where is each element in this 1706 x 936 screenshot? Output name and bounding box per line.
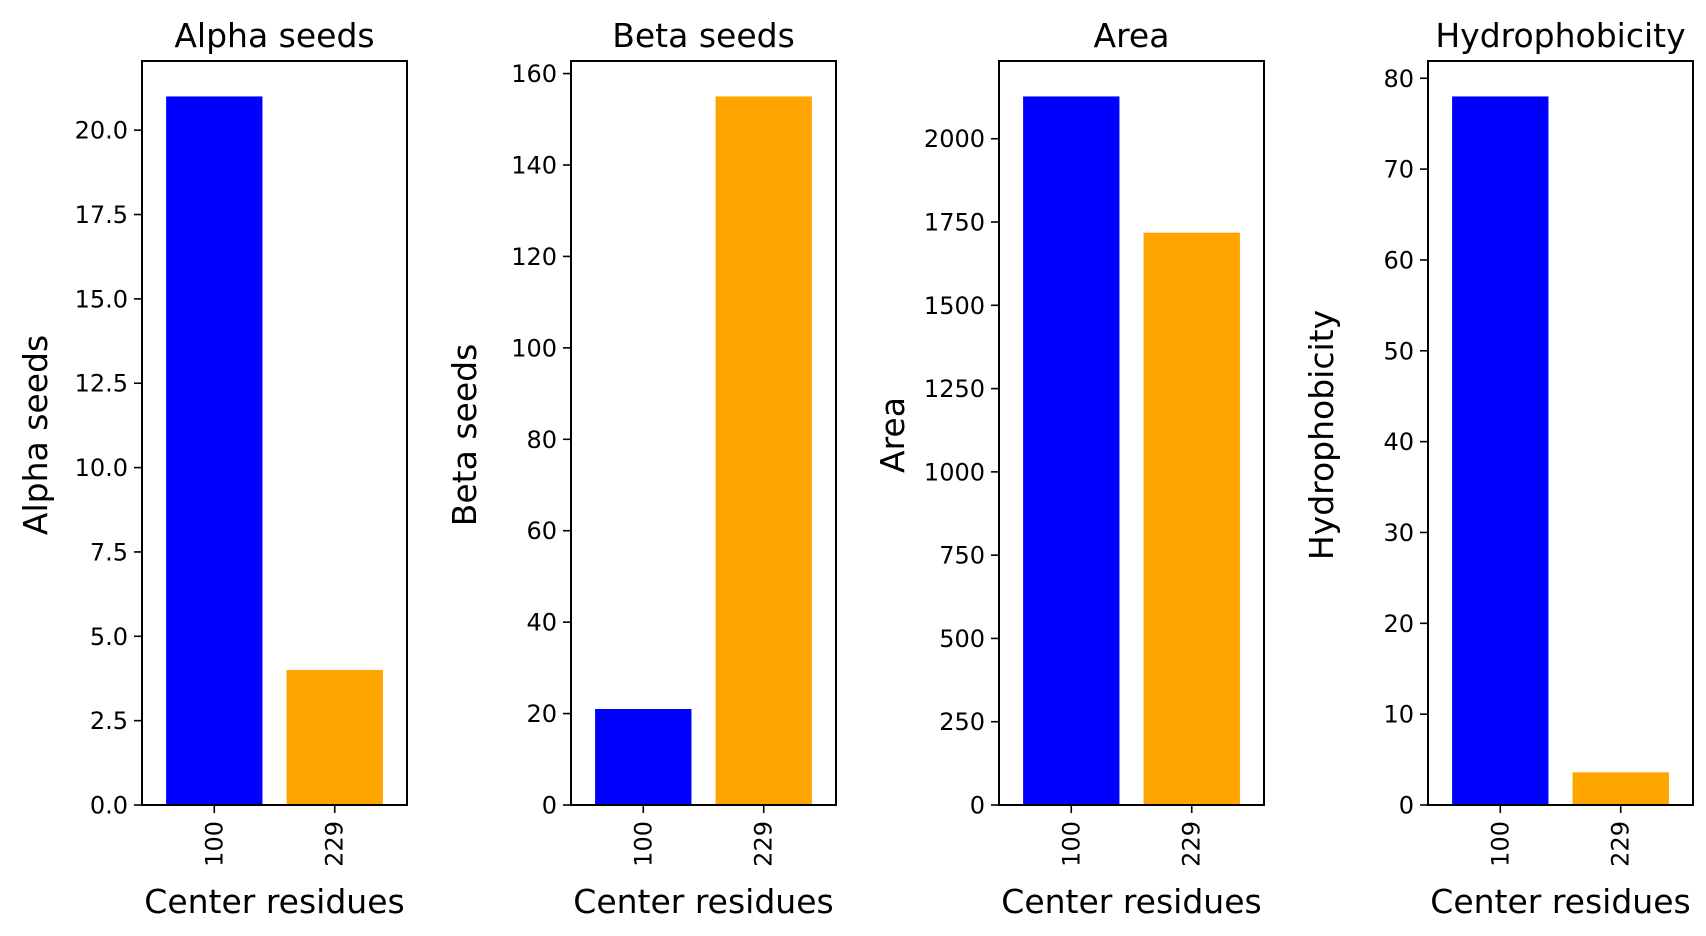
y-tick-label: 0 — [970, 792, 985, 820]
y-tick-label: 12.5 — [75, 370, 128, 398]
y-tick-label: 40 — [526, 609, 557, 637]
x-tick-label: 100 — [1486, 821, 1514, 867]
y-tick-label: 0 — [1399, 792, 1414, 820]
x-axis-label: Center residues — [1430, 882, 1690, 921]
x-tick-label: 229 — [1607, 821, 1635, 867]
chart-panel-4: 0 10 20 30 40 50 60 70 80 100 229 Hydrophobicity Cen… — [1302, 16, 1694, 921]
bar-100 — [166, 96, 263, 806]
chart-panel-1: 0.0 2.5 5.0 7.5 10.0 12.5 15.0 17.5 20.0 100 229 Al… — [16, 16, 408, 921]
x-tick-label: 100 — [200, 821, 228, 867]
chart-title: Alpha seeds — [174, 16, 374, 55]
chart-title: Area — [1094, 16, 1170, 55]
y-tick-label: 30 — [1383, 519, 1414, 547]
y-tick-label: 40 — [1383, 428, 1414, 456]
y-tick-label: 17.5 — [75, 201, 128, 229]
chart-title: Beta seeds — [612, 16, 795, 55]
y-tick-label: 750 — [939, 542, 985, 570]
chart-panel-3: 0 250 500 750 1000 1250 1500 1750 2000 100 229 Area… — [873, 16, 1265, 921]
y-tick-label: 7.5 — [90, 538, 128, 566]
y-tick-label: 250 — [939, 708, 985, 736]
axes-frame — [1427, 60, 1694, 806]
axes-frame — [998, 60, 1265, 806]
y-tick-label: 10 — [1383, 701, 1414, 729]
y-tick-label: 2000 — [924, 125, 985, 153]
y-tick-label: 60 — [526, 517, 557, 545]
y-axis-label: Beta seeds — [445, 344, 484, 527]
y-tick-label: 1500 — [924, 292, 985, 320]
y-tick-label: 20.0 — [75, 117, 128, 145]
bar-229 — [286, 670, 383, 805]
x-axis-label: Center residues — [1001, 882, 1261, 921]
x-tick-label: 100 — [1057, 821, 1085, 867]
y-tick-label: 80 — [526, 426, 557, 454]
y-axis-label: Alpha seeds — [16, 335, 55, 535]
bar-100 — [1452, 96, 1549, 806]
y-tick-label: 1000 — [924, 458, 985, 486]
x-tick-label: 229 — [750, 821, 778, 867]
y-tick-label: 20 — [526, 700, 557, 728]
bar-229 — [715, 96, 812, 806]
y-tick-label: 500 — [939, 625, 985, 653]
y-tick-label: 5.0 — [90, 623, 128, 651]
y-tick-label: 120 — [511, 243, 557, 271]
y-tick-label: 1250 — [924, 375, 985, 403]
y-tick-label: 0.0 — [90, 792, 128, 820]
x-axis-label: Center residues — [573, 882, 833, 921]
y-tick-label: 160 — [511, 60, 557, 88]
axes-frame — [141, 60, 408, 806]
y-tick-label: 140 — [511, 152, 557, 180]
axes-frame — [570, 60, 837, 806]
y-tick-label: 10.0 — [75, 454, 128, 482]
bar-100 — [595, 709, 692, 805]
y-tick-label: 20 — [1383, 610, 1414, 638]
y-tick-label: 1750 — [924, 209, 985, 237]
x-tick-label: 100 — [629, 821, 657, 867]
x-tick-label: 229 — [1178, 821, 1206, 867]
y-tick-label: 15.0 — [75, 285, 128, 313]
bar-100 — [1023, 96, 1120, 806]
y-axis-label: Hydrophobicity — [1302, 310, 1341, 560]
y-axis-label: Area — [873, 397, 912, 473]
y-tick-label: 50 — [1383, 337, 1414, 365]
bar-229 — [1143, 232, 1240, 805]
chart-title: Hydrophobicity — [1435, 16, 1685, 55]
chart-panel-2: 0 20 40 60 80 100 120 140 160 100 229 Beta seeds Cen… — [445, 16, 837, 921]
y-tick-label: 70 — [1383, 156, 1414, 184]
bar-229 — [1572, 772, 1669, 805]
y-tick-label: 2.5 — [90, 707, 128, 735]
y-tick-label: 60 — [1383, 246, 1414, 274]
y-tick-label: 100 — [511, 334, 557, 362]
y-tick-label: 0 — [542, 792, 557, 820]
y-tick-label: 80 — [1383, 65, 1414, 93]
x-tick-label: 229 — [321, 821, 349, 867]
x-axis-label: Center residues — [144, 882, 404, 921]
